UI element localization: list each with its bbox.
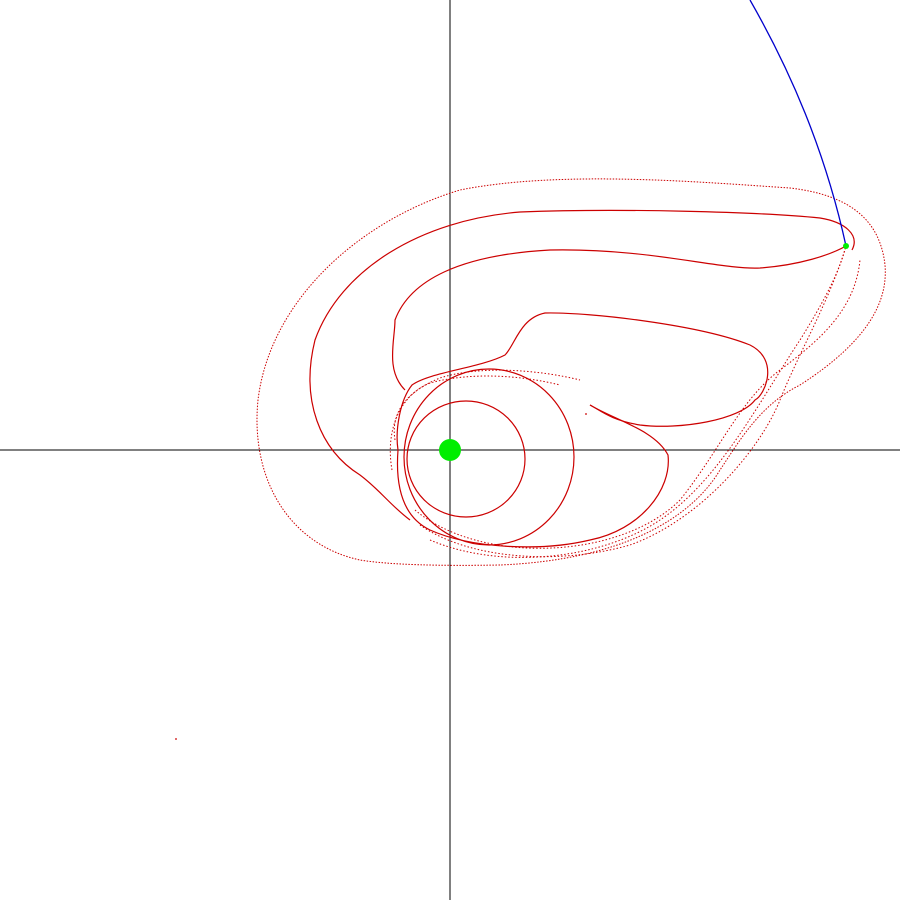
trajectory-loop-3 [391, 245, 847, 391]
stray-point-2 [585, 413, 587, 415]
trajectory-strand-3 [414, 259, 861, 549]
trajectory-loop-2 [309, 209, 855, 521]
stray-point-1 [175, 738, 177, 740]
trajectory-loop-4-lower [396, 404, 669, 548]
trajectory-strand-1 [419, 245, 847, 558]
trajectory-loop-4 [396, 312, 769, 451]
trajectory-loop-1 [256, 178, 886, 566]
inner-orbit-2 [403, 368, 575, 546]
blue-trajectory [749, 0, 847, 247]
spacecraft-marker [843, 243, 849, 249]
trajectory-strand-5 [389, 375, 561, 471]
trajectory-strand-2 [429, 245, 847, 558]
central-body [439, 439, 461, 461]
inner-orbit-1 [406, 400, 526, 518]
